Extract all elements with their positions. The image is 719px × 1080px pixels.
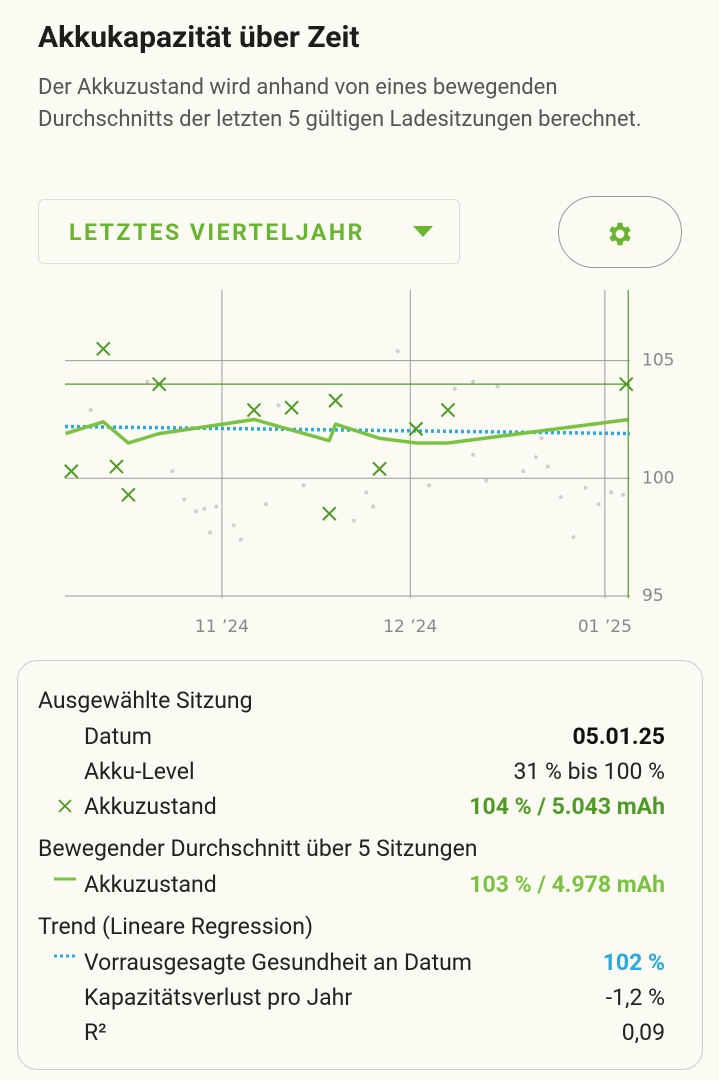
period-dropdown[interactable]: LETZTES VIERTELJAHR [38, 199, 460, 264]
sample-dot [364, 490, 369, 495]
row-label: Akku-Level [84, 758, 195, 785]
sample-dot [238, 537, 243, 542]
average-line [65, 417, 629, 445]
session-marker [64, 464, 79, 479]
row-label: Akkuzustand [84, 793, 217, 820]
row-label: Akkuzustand [84, 871, 217, 898]
sample-dot [545, 464, 550, 469]
y-tick-label: 100 [642, 468, 674, 488]
sample-dot [452, 386, 457, 391]
section-heading: Ausgewählte Sitzung [38, 687, 253, 714]
sample-dot [202, 506, 207, 511]
session-marker [322, 506, 337, 521]
sample-dot [145, 379, 150, 384]
sample-dot [596, 502, 601, 507]
period-label: LETZTES VIERTELJAHR [69, 219, 365, 246]
session-marker [408, 421, 424, 437]
x-tick-label: 12 ’24 [383, 617, 437, 637]
title: Akkukapazität über Zeit [38, 20, 360, 55]
sample-dot [88, 408, 93, 413]
sample-dot [571, 535, 576, 540]
description: Der Akkuzustand wird anhand von eines be… [38, 75, 642, 132]
gear-icon [609, 222, 631, 246]
sample-dot [170, 469, 175, 474]
session-marker [328, 393, 343, 408]
sample-dot [609, 490, 614, 495]
sample-dot [471, 379, 476, 384]
sample-dot [371, 504, 376, 509]
sample-dot [558, 495, 563, 500]
sample-dot [583, 485, 588, 490]
session-marker [284, 400, 299, 415]
sample-dot [471, 452, 476, 457]
session-marker [372, 461, 387, 477]
line-symbol [54, 877, 76, 881]
chart: 95 100 105 11 ’24 12 ’24 01 ’25 [64, 290, 674, 637]
sample-dot [208, 530, 213, 535]
sample-dot [395, 349, 400, 354]
sample-dot [533, 455, 538, 460]
sample-dot [427, 483, 432, 488]
x-tick-label: 11 ’24 [195, 617, 249, 637]
session-marker [440, 402, 456, 418]
sample-dot [214, 504, 219, 509]
row-value: 31 % bis 100 % [513, 758, 665, 785]
sample-dot [263, 502, 268, 507]
sample-dot [231, 523, 236, 528]
sample-dot [521, 469, 526, 474]
sample-dot [301, 483, 306, 488]
section-heading: Trend (Lineare Regression) [38, 913, 314, 940]
session-marker [109, 459, 124, 474]
row-value: 103 % / 4.978 mAh [469, 871, 665, 898]
row-value: 102 % [602, 949, 665, 976]
sample-dot [495, 384, 500, 389]
y-tick-label: 95 [642, 586, 664, 606]
row-label: Datum [84, 723, 152, 750]
session-marker [96, 341, 111, 357]
x-tick-label: 01 ’25 [578, 617, 632, 637]
row-label: Kapazitätsverlust pro Jahr [84, 984, 353, 1011]
section-heading: Bewegender Durchschnitt über 5 Sitzungen [38, 835, 478, 862]
dotted-symbol [54, 954, 76, 958]
y-tick-label: 105 [642, 351, 674, 371]
dropdown-arrow [413, 226, 433, 237]
row-label: Vorrausgesagte Gesundheit an Datum [84, 949, 472, 976]
row-value: 0,09 [621, 1019, 665, 1046]
row-label: R² [84, 1019, 107, 1046]
settings-button[interactable] [558, 196, 682, 268]
sample-dot [621, 492, 626, 497]
row-value: 104 % / 5.043 mAh [469, 793, 665, 820]
sample-dot [194, 509, 199, 514]
details-card: Ausgewählte Sitzung Datum 05.01.25 Akku-… [17, 660, 703, 1070]
row-value: 05.01.25 [572, 723, 665, 750]
sample-dot [484, 478, 489, 483]
sample-dot [351, 518, 356, 523]
session-marker [246, 402, 262, 418]
sample-dot [539, 436, 544, 441]
marker-symbol [58, 799, 72, 813]
session-marker [121, 487, 136, 502]
sample-dot [182, 497, 187, 502]
row-value: -1,2 % [605, 984, 665, 1011]
sample-dot [276, 403, 281, 408]
